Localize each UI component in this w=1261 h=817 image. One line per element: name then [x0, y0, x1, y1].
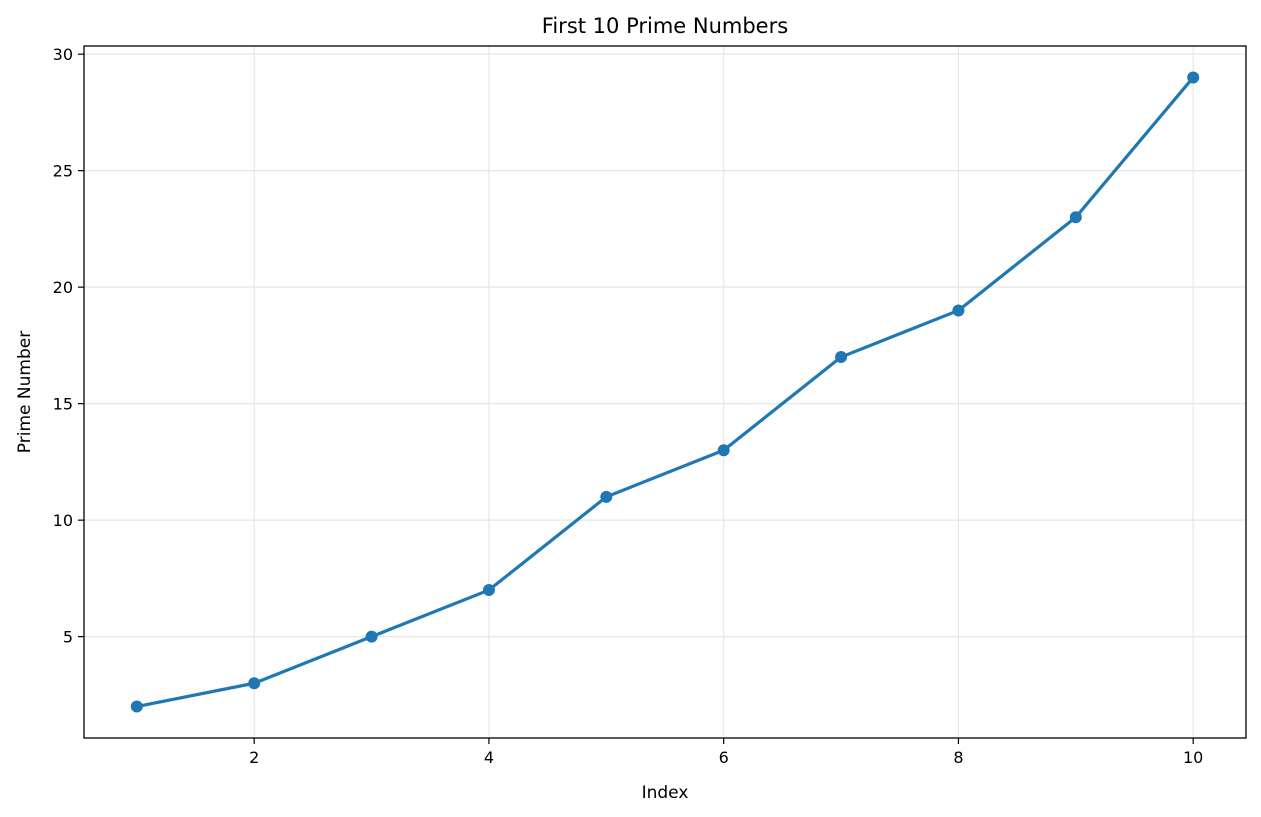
chart-title: First 10 Prime Numbers — [542, 14, 788, 38]
data-point-marker — [130, 700, 143, 713]
y-tick-label: 20 — [53, 278, 73, 297]
y-tick-label: 5 — [63, 628, 73, 647]
y-axis-title: Prime Number — [15, 331, 35, 453]
x-tick-label: 2 — [249, 748, 259, 767]
x-tick-label: 10 — [1183, 748, 1203, 767]
x-axis-title: Index — [642, 783, 689, 803]
data-point-marker — [600, 490, 613, 503]
data-point-marker — [1069, 211, 1082, 224]
y-tick-label: 10 — [53, 511, 73, 530]
series-line-group — [130, 71, 1200, 713]
data-point-marker — [952, 304, 965, 317]
data-point-marker — [248, 677, 261, 690]
axis-ticks: 2 4 6 8 10 5 10 15 20 25 30 — [53, 45, 1204, 767]
grid-lines — [84, 46, 1246, 738]
x-tick-label: 6 — [719, 748, 729, 767]
data-point-marker — [1187, 71, 1200, 84]
data-point-marker — [717, 444, 730, 457]
data-point-marker — [835, 351, 848, 364]
y-tick-label: 25 — [53, 162, 73, 181]
y-tick-label: 15 — [53, 395, 73, 414]
data-point-marker — [482, 584, 495, 597]
series-line — [135, 75, 1195, 709]
plot-area-frame — [83, 45, 1247, 739]
y-tick-label: 30 — [53, 45, 73, 64]
x-tick-label: 4 — [484, 748, 494, 767]
data-point-marker — [365, 630, 378, 643]
x-tick-label: 8 — [953, 748, 963, 767]
